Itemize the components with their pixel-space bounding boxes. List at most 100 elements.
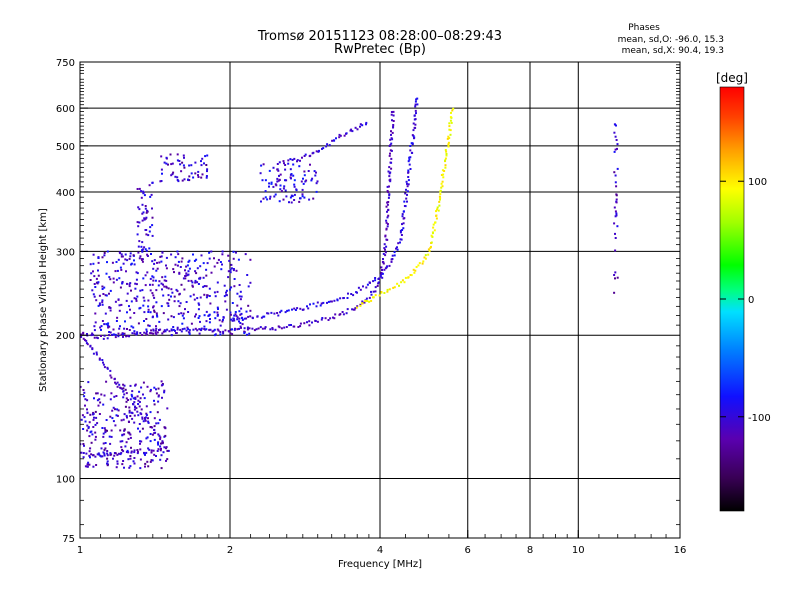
data-point xyxy=(137,414,140,417)
data-point xyxy=(240,317,243,319)
data-point xyxy=(267,312,270,315)
data-point xyxy=(359,123,362,126)
data-point xyxy=(128,335,131,338)
data-point xyxy=(96,337,99,340)
data-point xyxy=(435,217,438,220)
data-point xyxy=(106,250,109,253)
data-point xyxy=(95,277,98,280)
data-point xyxy=(160,305,163,308)
data-point xyxy=(362,285,364,288)
data-point xyxy=(122,390,125,393)
data-point xyxy=(141,241,144,244)
data-point xyxy=(91,332,94,335)
data-point xyxy=(444,164,447,167)
data-point xyxy=(151,275,154,278)
data-point xyxy=(299,307,302,310)
data-point xyxy=(158,280,161,283)
data-point xyxy=(178,272,181,275)
data-point xyxy=(130,411,133,414)
data-point xyxy=(164,434,167,437)
data-point xyxy=(155,325,157,328)
data-point xyxy=(400,234,403,236)
data-point xyxy=(416,103,419,106)
data-point xyxy=(84,404,86,407)
data-point xyxy=(284,164,287,166)
data-point xyxy=(408,158,411,161)
data-point xyxy=(85,339,88,342)
data-point xyxy=(401,213,404,216)
data-point xyxy=(157,395,160,398)
data-point xyxy=(147,305,150,308)
data-point xyxy=(380,273,383,275)
data-point xyxy=(449,133,452,136)
data-point xyxy=(97,256,100,259)
data-point xyxy=(246,274,249,276)
data-point xyxy=(94,455,97,458)
data-point xyxy=(327,300,330,303)
data-point xyxy=(117,409,120,412)
data-point xyxy=(235,269,238,272)
data-point xyxy=(83,395,86,398)
data-point xyxy=(122,335,124,338)
data-point xyxy=(430,234,433,237)
data-point xyxy=(137,322,140,325)
data-point xyxy=(172,171,175,174)
data-point xyxy=(236,304,239,307)
data-point xyxy=(615,201,618,204)
data-point xyxy=(134,406,136,409)
data-point xyxy=(408,163,411,166)
y-axis-label: Stationary phase Virtual Height [km] xyxy=(38,208,49,392)
data-point xyxy=(101,303,104,306)
data-point xyxy=(143,246,146,249)
data-point xyxy=(300,180,303,183)
data-point xyxy=(614,277,616,280)
data-point xyxy=(386,216,389,219)
data-point xyxy=(199,265,202,268)
data-point xyxy=(315,305,318,308)
data-point xyxy=(247,285,250,288)
data-point xyxy=(118,327,121,330)
data-point xyxy=(191,285,194,288)
data-point xyxy=(81,414,84,417)
data-point xyxy=(614,237,617,239)
data-point xyxy=(149,289,152,292)
data-point xyxy=(208,251,211,254)
data-point xyxy=(231,328,233,331)
data-point xyxy=(90,334,93,337)
data-point xyxy=(386,201,389,204)
data-point xyxy=(230,318,233,321)
grid-lines xyxy=(80,62,680,538)
data-point xyxy=(366,283,369,286)
data-point xyxy=(117,258,120,261)
chart-subtitle: RwPretec (Bp) xyxy=(334,42,426,57)
data-point xyxy=(445,150,448,153)
data-point xyxy=(80,333,82,336)
data-point xyxy=(403,205,406,207)
data-point xyxy=(161,172,163,175)
data-point xyxy=(126,292,129,295)
data-point xyxy=(205,175,208,177)
data-point xyxy=(208,295,211,297)
data-point xyxy=(103,366,106,369)
data-point xyxy=(200,327,203,330)
data-point xyxy=(239,322,242,324)
data-point xyxy=(227,270,230,273)
data-point xyxy=(112,333,115,336)
data-point xyxy=(138,257,141,260)
data-point xyxy=(206,170,208,173)
data-point xyxy=(126,259,129,262)
data-point xyxy=(139,442,141,445)
data-point xyxy=(427,248,430,251)
data-point xyxy=(137,251,140,254)
data-point xyxy=(149,411,152,414)
data-point xyxy=(227,276,230,279)
data-point xyxy=(155,289,158,292)
data-point xyxy=(183,166,186,169)
data-point xyxy=(112,457,114,460)
data-point xyxy=(145,414,148,417)
data-point xyxy=(153,453,156,456)
data-point xyxy=(213,291,216,294)
data-point xyxy=(163,329,166,332)
data-point xyxy=(84,420,87,423)
data-point xyxy=(306,305,308,308)
